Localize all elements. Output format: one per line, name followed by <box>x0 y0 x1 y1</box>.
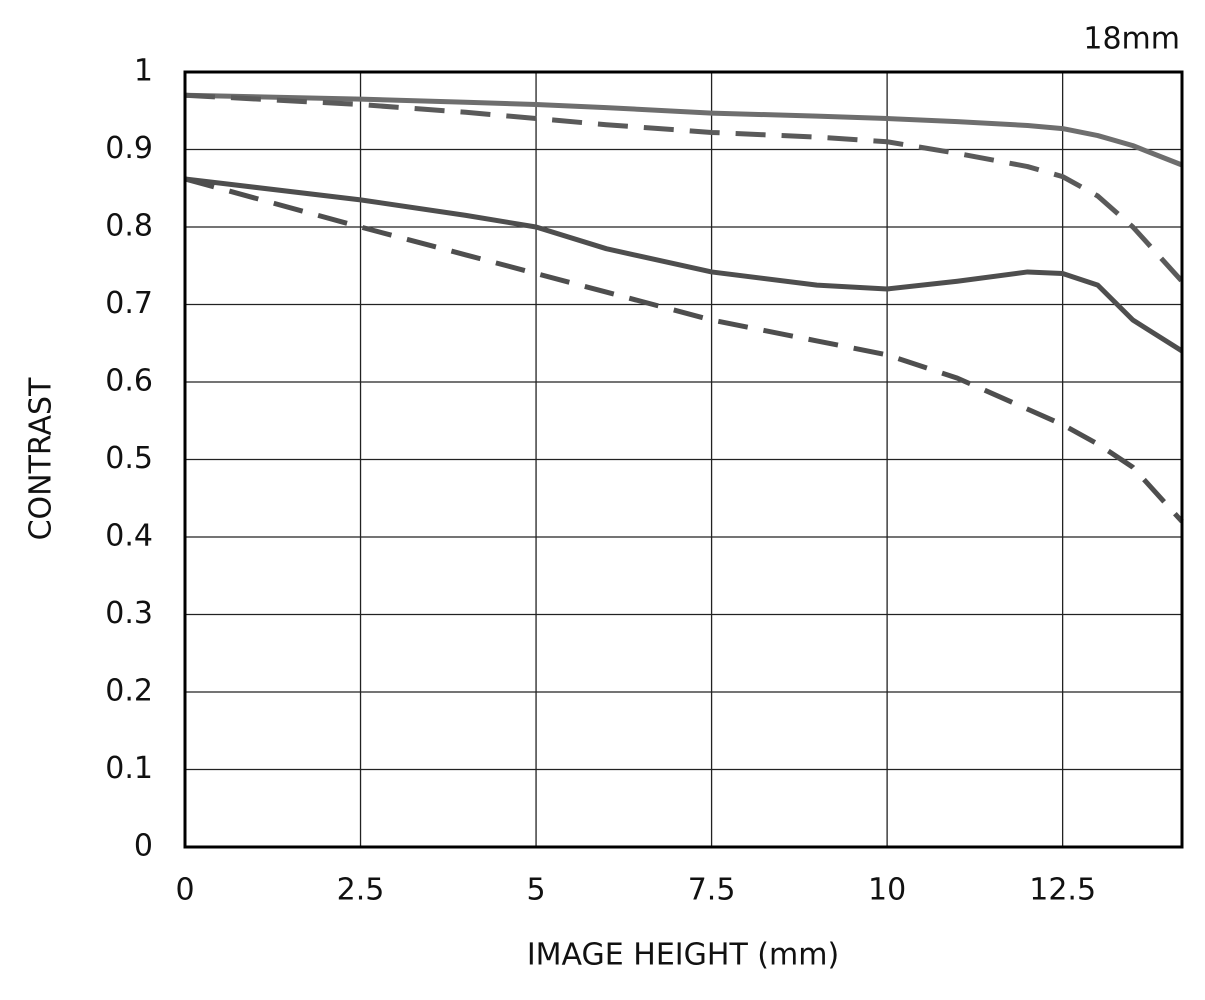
x-axis-label: IMAGE HEIGHT (mm) <box>527 938 839 973</box>
mtf-curve <box>184 92 1183 168</box>
y-tick-label: 0.1 <box>105 751 153 786</box>
x-tick-label: 12.5 <box>1029 873 1096 908</box>
y-tick-label: 0.9 <box>105 131 153 166</box>
x-tick-label: 5 <box>527 873 546 908</box>
x-tick-label: 10 <box>868 873 906 908</box>
y-tick-label: 0.4 <box>105 519 153 554</box>
y-axis-label: CONTRAST <box>24 377 59 541</box>
y-tick-label: 1 <box>134 54 153 89</box>
y-tick-label: 0.7 <box>105 286 153 321</box>
y-tick-label: 0 <box>134 829 153 864</box>
chart-title: 18mm <box>1083 22 1180 57</box>
y-tick-label: 0.2 <box>105 674 153 709</box>
y-tick-label: 0.5 <box>105 441 153 476</box>
mtf-curve <box>184 176 1184 354</box>
y-tick-label: 0.8 <box>105 209 153 244</box>
mtf-curve <box>184 176 1184 524</box>
x-tick-label: 2.5 <box>337 873 385 908</box>
x-tick-label: 7.5 <box>688 873 736 908</box>
y-tick-label: 0.3 <box>105 596 153 631</box>
y-tick-label: 0.6 <box>105 364 153 399</box>
x-tick-label: 0 <box>175 873 194 908</box>
plot-frame <box>183 70 1184 849</box>
mtf-curve <box>184 92 1184 283</box>
